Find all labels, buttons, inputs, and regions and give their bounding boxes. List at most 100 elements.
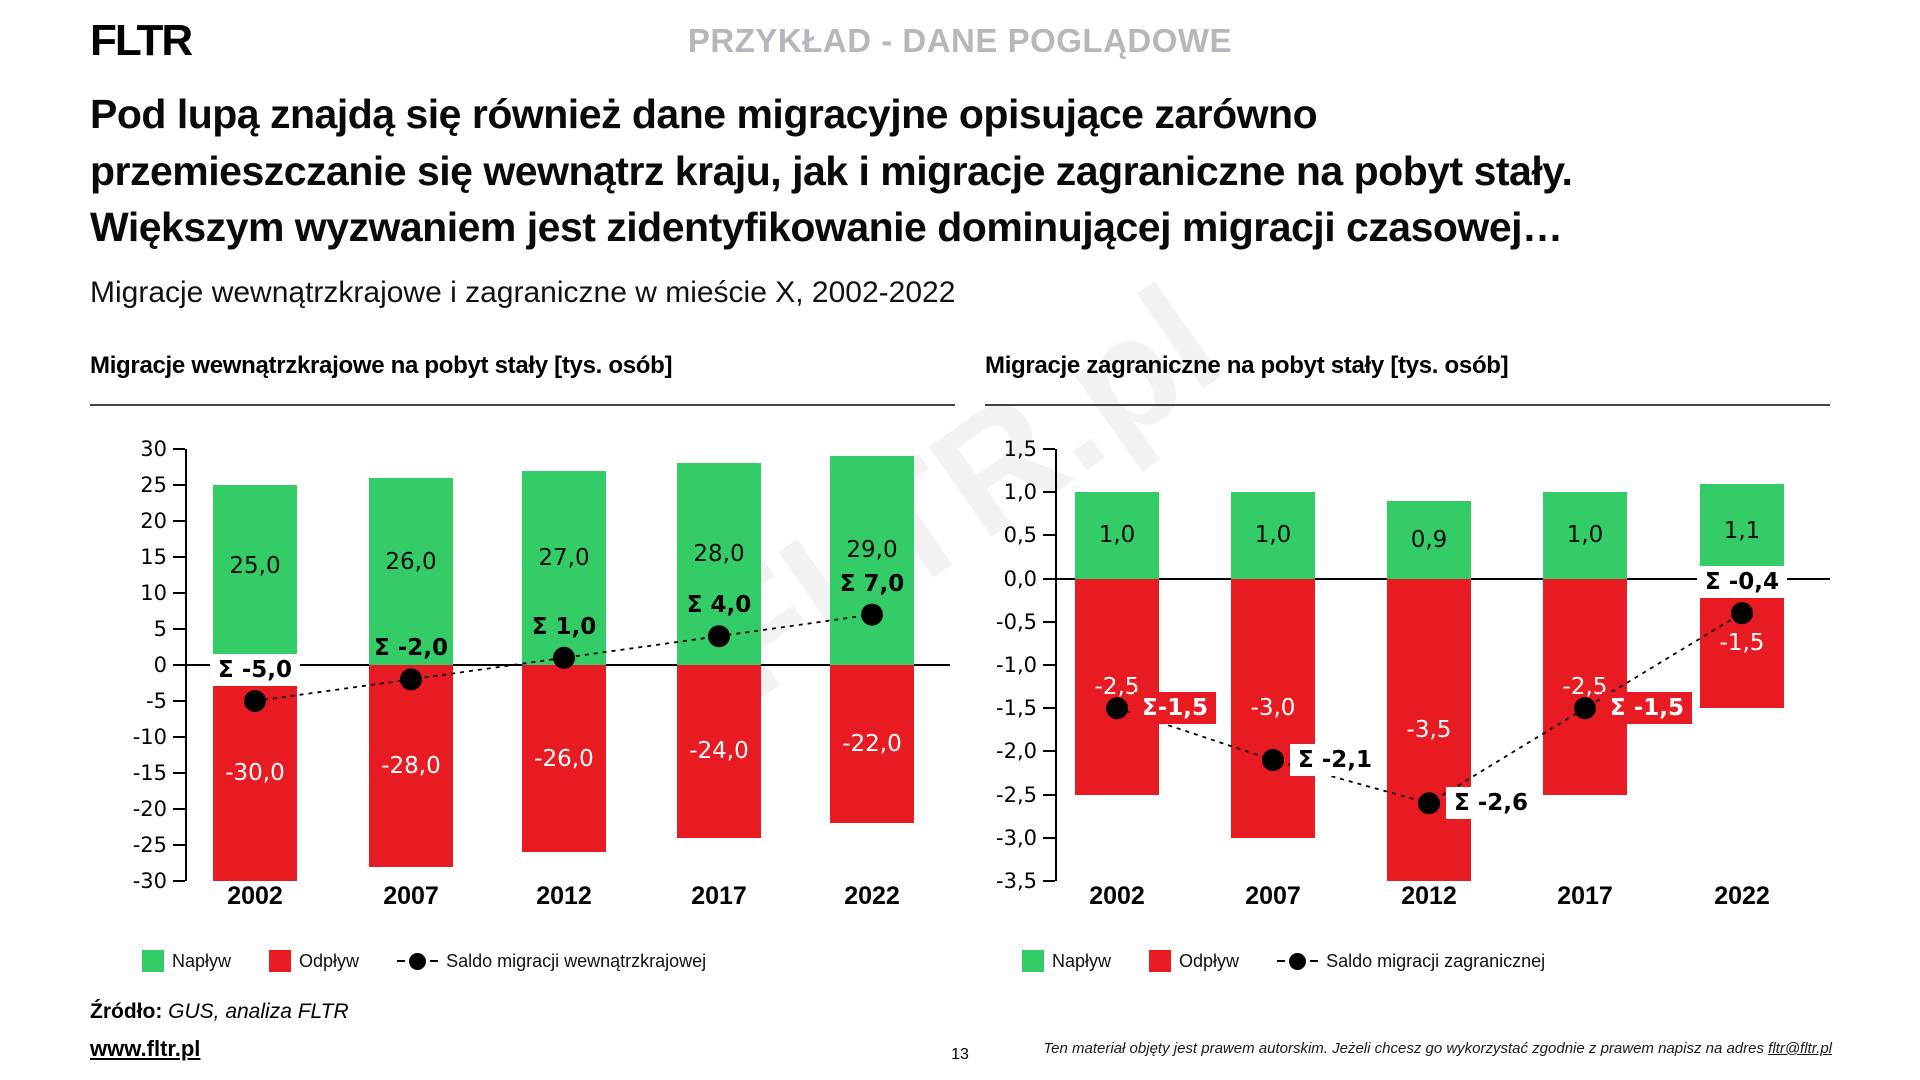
saldo-dot bbox=[1574, 697, 1596, 720]
y-tick-mark bbox=[173, 700, 185, 702]
legend-label-outflow: Odpływ bbox=[299, 950, 360, 971]
outflow-value-label: -26,0 bbox=[534, 745, 594, 772]
saldo-line bbox=[1106, 602, 1753, 815]
website-link[interactable]: www.fltr.pl bbox=[90, 1036, 201, 1061]
y-tick-mark bbox=[173, 628, 185, 630]
inflow-swatch bbox=[1022, 950, 1044, 972]
saldo-label: Σ 4,0 bbox=[686, 592, 752, 619]
y-tick-label: -1,5 bbox=[996, 696, 1037, 721]
source-note: Źródło: GUS, analiza FLTR bbox=[90, 1000, 349, 1024]
example-data-badge: PRZYKŁAD - DANE POGLĄDOWE bbox=[687, 22, 1233, 59]
outflow-value-label: -2,5 bbox=[1562, 673, 1608, 700]
saldo-dot bbox=[861, 603, 883, 626]
x-axis-label: 2012 bbox=[536, 882, 592, 910]
x-axis-label: 2002 bbox=[227, 882, 283, 910]
inflow-value-label: 1,0 bbox=[1566, 522, 1604, 549]
outflow-value-label: -28,0 bbox=[381, 752, 441, 779]
bar-inflow bbox=[1231, 492, 1315, 579]
x-axis-label: 2007 bbox=[1245, 882, 1301, 910]
x-axis-label: 2017 bbox=[691, 882, 747, 910]
legend-label-inflow: Napływ bbox=[1052, 950, 1112, 971]
saldo-label: Σ 7,0 bbox=[839, 570, 905, 597]
outflow-value-label: -24,0 bbox=[689, 738, 749, 765]
y-tick-label: -3,5 bbox=[996, 869, 1037, 893]
saldo-dot bbox=[708, 625, 730, 648]
y-tick-label: 0,5 bbox=[1003, 523, 1037, 548]
saldo-dot bbox=[1731, 602, 1753, 625]
y-tick-label: -10 bbox=[132, 725, 167, 749]
outflow-value-label: -1,5 bbox=[1719, 630, 1765, 657]
legend-item: Napływ bbox=[142, 950, 231, 972]
y-tick-label: -20 bbox=[132, 797, 167, 821]
saldo-dot bbox=[1418, 792, 1440, 815]
saldo-dash-icon bbox=[1310, 960, 1319, 962]
slide-title-line-1: Pod lupą znajdą się również dane migracy… bbox=[90, 91, 1318, 137]
y-tick-label: 30 bbox=[140, 437, 167, 461]
legend-item: Odpływ bbox=[269, 950, 359, 972]
x-axis-label: 2002 bbox=[1089, 882, 1145, 910]
page-number: 13 bbox=[951, 1046, 969, 1063]
saldo-dot bbox=[1106, 697, 1128, 720]
y-tick-mark bbox=[173, 556, 185, 558]
y-tick-mark bbox=[1043, 534, 1055, 537]
outflow-value-label: -30,0 bbox=[225, 760, 285, 786]
y-tick-label: -1,0 bbox=[996, 653, 1037, 677]
saldo-dot bbox=[553, 646, 575, 669]
chart-legend: Napływ Odpływ Saldo migracji zagranicznej bbox=[1022, 950, 1545, 972]
bar-inflow bbox=[522, 470, 606, 665]
bar-inflow bbox=[1075, 492, 1159, 579]
disclaimer-text: Ten materiał objęty jest prawem autorski… bbox=[1043, 1040, 1769, 1057]
outflow-value-label: -3,5 bbox=[1406, 716, 1452, 743]
y-tick-mark bbox=[1043, 448, 1055, 450]
inflow-value-label: 27,0 bbox=[538, 545, 590, 572]
y-tick-label: 0,0 bbox=[1003, 566, 1037, 591]
saldo-dash-icon bbox=[430, 960, 439, 962]
y-tick-mark bbox=[1043, 836, 1055, 839]
y-tick-mark bbox=[1043, 707, 1055, 710]
inflow-swatch bbox=[142, 950, 164, 972]
disclaimer-email-link[interactable]: fltr@fltr.pl bbox=[1768, 1040, 1832, 1057]
y-tick-label: -2,0 bbox=[996, 739, 1037, 764]
y-tick-label: 1,5 bbox=[1003, 437, 1037, 461]
bar-inflow bbox=[1543, 492, 1627, 579]
internal-migration-chart: 30 25 20 15 10 5 0 -5 -10 -15 -20 -25 -30 25,0 -30,0 20… bbox=[90, 430, 960, 1010]
inflow-value-label: 1,0 bbox=[1098, 522, 1136, 549]
inflow-value-label: 28,0 bbox=[693, 541, 745, 568]
slide-title-line-3: Większym wyzwaniem jest zidentyfikowanie… bbox=[90, 204, 1563, 251]
saldo-dot bbox=[244, 690, 266, 712]
y-tick-label: 10 bbox=[140, 581, 167, 605]
outflow-swatch bbox=[269, 950, 292, 972]
x-axis-label: 2022 bbox=[1714, 882, 1770, 910]
source-label: Źródło: bbox=[90, 1000, 163, 1023]
y-tick-label: 15 bbox=[140, 545, 167, 569]
saldo-dot bbox=[1262, 749, 1284, 772]
saldo-label: Σ-1,5 bbox=[1134, 692, 1217, 725]
y-tick-mark bbox=[173, 448, 185, 450]
bar-inflow bbox=[1700, 483, 1784, 579]
x-axis-label: 2007 bbox=[383, 882, 439, 910]
saldo-line bbox=[244, 603, 883, 712]
saldo-dash-icon bbox=[1277, 960, 1286, 962]
y-tick-label: 1,0 bbox=[1003, 480, 1037, 505]
y-tick-mark bbox=[173, 592, 185, 594]
saldo-label: Σ -0,4 bbox=[1696, 566, 1788, 599]
bar-outflow bbox=[1700, 578, 1784, 709]
saldo-label: Σ -1,5 bbox=[1602, 692, 1693, 725]
legend-item: Saldo migracji wewnątrzkrajowej bbox=[397, 951, 706, 972]
saldo-label: Σ 1,0 bbox=[531, 613, 597, 640]
bar-outflow bbox=[677, 665, 761, 838]
bar-inflow bbox=[830, 456, 914, 665]
bar-outflow bbox=[830, 665, 914, 824]
y-tick-mark bbox=[1043, 577, 1055, 580]
foreign-migration-chart: 1,5 1,0 0,5 0,0 -0,5 -1,0 -1,5 -2,0 -2,5 -3,0 -3,5… bbox=[985, 430, 1845, 1010]
bar-outflow bbox=[522, 665, 606, 853]
saldo-label: Σ -2,6 bbox=[1446, 787, 1537, 820]
slide-title: Pod lupą znajdą się również dane migracy… bbox=[90, 86, 1690, 256]
y-tick-mark bbox=[1043, 664, 1055, 666]
y-tick-label: 25 bbox=[140, 473, 167, 497]
x-axis-label: 2022 bbox=[844, 882, 900, 910]
chart-legend: Napływ Odpływ Saldo migracji wewnątrzkrajo… bbox=[142, 950, 706, 972]
y-tick-label: -2,5 bbox=[996, 782, 1037, 807]
y-tick-mark bbox=[173, 736, 185, 738]
x-axis-label: 2012 bbox=[1401, 882, 1457, 910]
